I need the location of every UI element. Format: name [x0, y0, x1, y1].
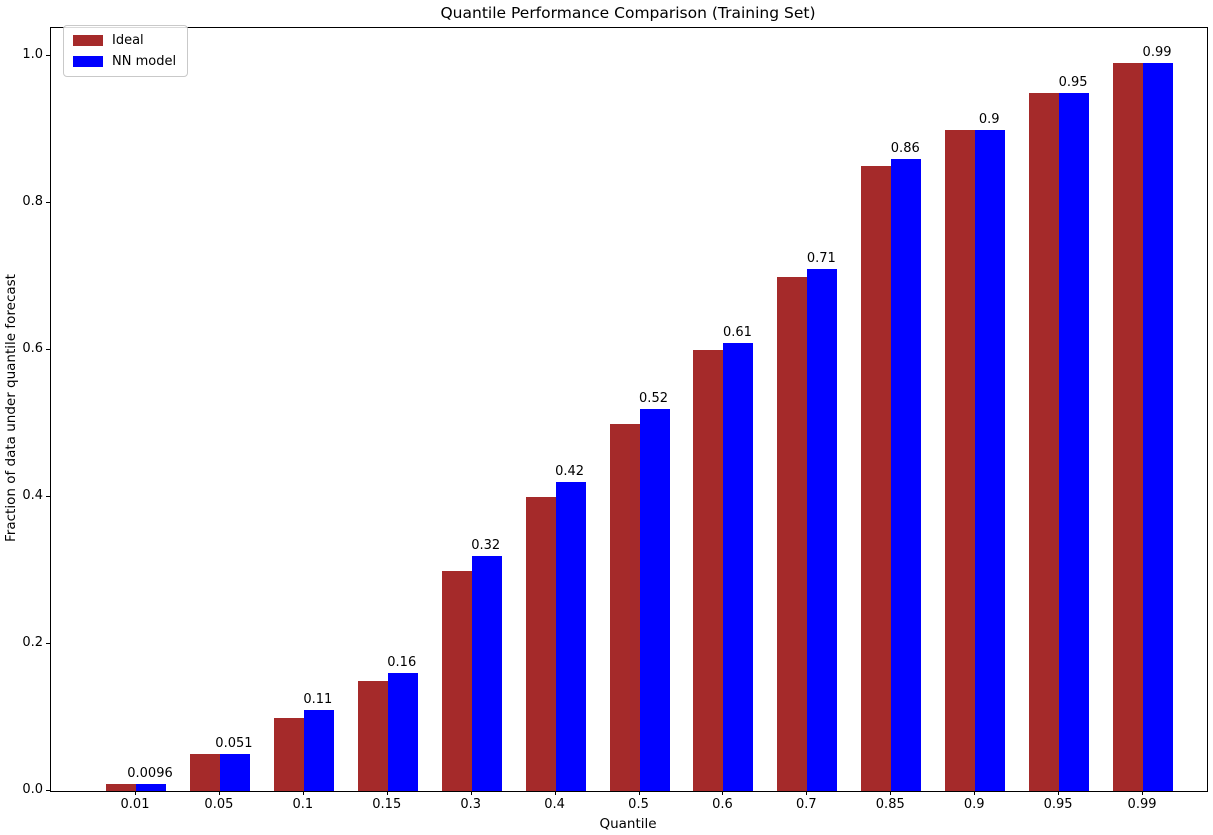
bar-nn-model: [891, 158, 922, 791]
y-tick-mark: [46, 496, 50, 497]
bar-ideal: [1029, 92, 1060, 791]
bar-nn-model: [471, 555, 502, 791]
bar-nn-model: [1059, 92, 1090, 791]
bar-ideal: [525, 497, 556, 791]
bar-nn-model: [1143, 63, 1174, 791]
chart-title: Quantile Performance Comparison (Trainin…: [440, 4, 816, 22]
x-tick-label: 0.4: [544, 797, 565, 812]
bar-ideal: [273, 717, 304, 791]
x-tick-mark: [470, 791, 472, 795]
bar-nn-model: [975, 129, 1006, 791]
bar-value-label: 0.61: [722, 324, 752, 340]
x-tick-mark: [135, 791, 136, 795]
legend-item-nn-model: NN model: [73, 54, 176, 69]
bars-layer: [51, 28, 1207, 791]
x-axis-label: Quantile: [599, 816, 657, 832]
bar-nn-model: [807, 269, 838, 791]
y-tick-label: 0.6: [22, 341, 43, 356]
y-tick-label: 0.4: [22, 488, 43, 503]
x-tick-mark: [386, 791, 388, 795]
legend-item-ideal: Ideal: [73, 33, 176, 48]
bar-nn-model: [136, 783, 166, 791]
x-tick-mark: [1142, 791, 1144, 795]
bar-value-label: 0.71: [806, 251, 836, 267]
x-tick-mark: [974, 791, 976, 795]
x-tick-mark: [722, 791, 724, 795]
legend-swatch-nn-model: [73, 56, 103, 67]
x-tick-label: 0.9: [963, 797, 985, 812]
bar-value-label: 0.32: [471, 537, 501, 553]
x-tick-mark: [806, 791, 808, 795]
bar-ideal: [693, 350, 724, 791]
bar-ideal: [945, 129, 976, 791]
x-tick-label: 0.5: [628, 797, 649, 812]
x-tick-mark: [218, 791, 220, 795]
x-tick-label: 0.01: [120, 797, 150, 812]
y-tick-mark: [46, 643, 50, 644]
bar-value-label: 0.99: [1142, 45, 1172, 61]
bar-value-label: 0.95: [1058, 74, 1088, 90]
y-tick-mark: [46, 202, 50, 203]
y-tick-mark: [46, 349, 50, 350]
x-tick-label: 0.85: [875, 797, 905, 812]
x-tick-label: 0.05: [204, 797, 234, 812]
y-tick-mark: [46, 790, 50, 791]
bar-value-label: 0.0096: [127, 765, 173, 781]
bar-value-label: 0.16: [387, 655, 417, 671]
bar-ideal: [189, 754, 220, 791]
bar-ideal: [106, 783, 136, 791]
bar-ideal: [441, 570, 472, 791]
x-tick-label: 0.1: [292, 797, 314, 812]
x-tick-label: 0.6: [712, 797, 733, 812]
bar-ideal: [357, 680, 388, 791]
y-tick-mark: [46, 55, 50, 56]
x-tick-label: 0.99: [1127, 797, 1157, 812]
bar-nn-model: [723, 342, 754, 791]
x-tick-mark: [554, 791, 556, 795]
x-tick-label: 0.3: [460, 797, 482, 812]
legend-swatch-ideal: [73, 35, 103, 46]
bar-nn-model: [555, 482, 586, 791]
bar-ideal: [861, 166, 892, 791]
bar-nn-model: [387, 673, 418, 791]
bar-nn-model: [219, 753, 250, 791]
bar-nn-model: [303, 710, 334, 791]
y-tick-label: 0.0: [22, 782, 43, 797]
legend-label-ideal: Ideal: [112, 33, 144, 48]
y-tick-label: 0.2: [22, 635, 43, 650]
x-tick-label: 0.15: [372, 797, 402, 812]
x-tick-label: 0.7: [796, 797, 817, 812]
y-tick-label: 1.0: [22, 47, 43, 62]
x-tick-mark: [638, 791, 640, 795]
x-tick-mark: [890, 791, 892, 795]
bar-ideal: [1113, 63, 1144, 791]
x-tick-mark: [1058, 791, 1060, 795]
x-tick-mark: [302, 791, 304, 795]
x-tick-label: 0.95: [1043, 797, 1073, 812]
bar-ideal: [609, 423, 640, 791]
bar-value-label: 0.52: [639, 390, 668, 406]
bar-value-label: 0.051: [215, 735, 253, 751]
bar-value-label: 0.86: [890, 140, 920, 156]
legend-label-nn-model: NN model: [112, 54, 177, 69]
bar-nn-model: [639, 408, 670, 791]
y-tick-label: 0.8: [22, 194, 43, 209]
bar-value-label: 0.42: [555, 464, 585, 480]
bar-value-label: 0.11: [303, 692, 333, 708]
bar-value-label: 0.9: [978, 111, 1000, 127]
bar-ideal: [777, 276, 808, 791]
legend: Ideal NN model: [63, 25, 189, 77]
plot-area: Ideal NN model: [50, 25, 1208, 792]
